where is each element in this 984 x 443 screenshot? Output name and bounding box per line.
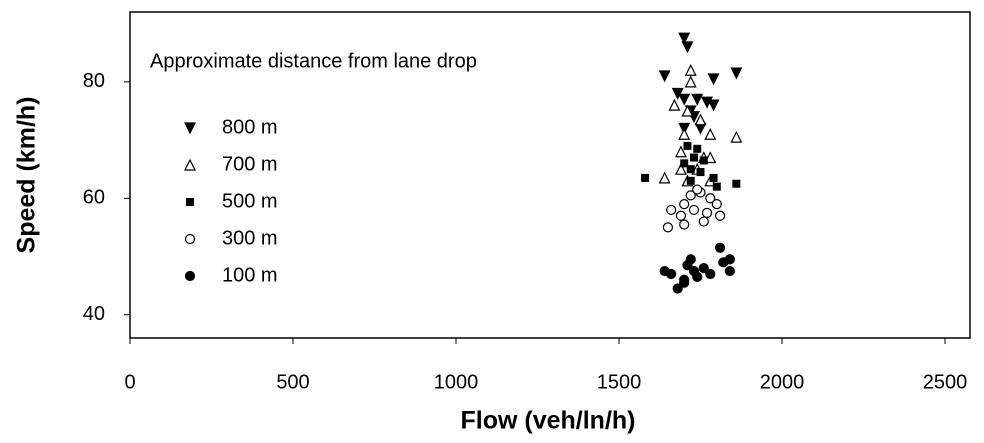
point	[694, 113, 707, 126]
point	[686, 165, 695, 174]
y-tick-label: 40	[83, 303, 105, 325]
point	[678, 127, 691, 140]
point	[730, 67, 743, 80]
legend-label: 500 m	[222, 190, 278, 212]
point	[679, 219, 690, 230]
legend-label: 800 m	[222, 116, 278, 138]
legend-label: 100 m	[222, 264, 278, 286]
point	[701, 207, 713, 218]
point	[679, 277, 690, 288]
point	[674, 145, 687, 158]
x-tick-label: 2000	[760, 371, 805, 393]
point	[704, 151, 717, 164]
point	[678, 32, 691, 45]
point	[691, 93, 704, 106]
point	[709, 173, 718, 182]
x-tick-label: 2500	[923, 371, 968, 393]
point	[671, 87, 684, 100]
legend-title: Approximate distance from lane drop	[150, 50, 477, 72]
point	[666, 204, 677, 216]
legend-marker	[184, 233, 196, 245]
point	[707, 73, 720, 86]
point	[714, 242, 726, 253]
point	[699, 156, 708, 165]
point	[658, 70, 671, 83]
point	[696, 168, 705, 177]
point	[724, 254, 735, 265]
point	[683, 141, 692, 150]
x-tick-label: 0	[124, 371, 135, 393]
point	[714, 210, 726, 221]
point	[693, 144, 702, 153]
x-axis-label: Flow (veh/ln/h)	[461, 407, 636, 435]
x-tick-label: 1000	[434, 371, 479, 393]
point	[672, 283, 683, 294]
legend-label: 300 m	[222, 227, 278, 249]
point	[686, 176, 695, 185]
point	[724, 265, 735, 277]
x-tick-label: 1500	[597, 371, 642, 393]
point	[681, 41, 694, 54]
point	[705, 193, 716, 204]
legend-marker	[184, 270, 196, 282]
point	[678, 93, 691, 106]
point	[732, 179, 741, 188]
point	[705, 268, 716, 280]
point	[698, 263, 709, 274]
point	[692, 271, 703, 282]
point	[679, 199, 690, 210]
x-tick-label: 500	[276, 371, 309, 393]
point	[692, 184, 703, 195]
point	[688, 204, 700, 216]
point	[680, 159, 689, 168]
point	[675, 210, 687, 221]
point	[668, 98, 681, 111]
point	[730, 130, 743, 143]
point	[698, 216, 709, 227]
legend-marker	[184, 158, 196, 171]
point	[658, 171, 671, 184]
point	[707, 99, 720, 112]
point	[711, 199, 722, 210]
y-tick-label: 80	[83, 70, 105, 92]
point	[674, 162, 687, 175]
legend-marker	[184, 122, 196, 135]
point	[704, 127, 717, 140]
point	[685, 190, 696, 201]
point	[689, 153, 698, 162]
point	[685, 254, 696, 265]
y-tick-label: 60	[83, 187, 105, 209]
legend-label: 700 m	[222, 153, 278, 175]
point	[681, 104, 694, 117]
point	[666, 268, 677, 280]
point	[684, 75, 697, 88]
point	[641, 173, 650, 182]
plot-frame	[129, 11, 971, 339]
point	[684, 63, 697, 76]
point	[712, 182, 721, 191]
legend-marker	[186, 198, 194, 206]
point	[662, 222, 674, 233]
y-axis-label: Speed (km/h)	[13, 97, 41, 254]
